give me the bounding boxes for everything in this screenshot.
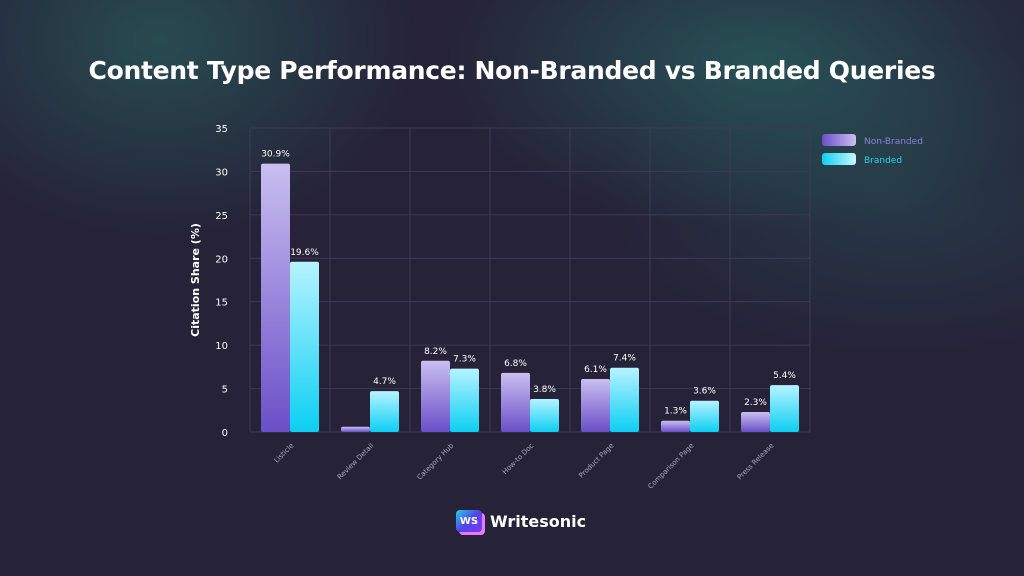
data-label: 19.6% bbox=[290, 248, 319, 258]
bar-non-branded bbox=[581, 379, 610, 432]
y-tick-label: 30 bbox=[215, 167, 228, 178]
bar-branded bbox=[290, 261, 319, 432]
x-tick-label: Category Hub bbox=[416, 441, 456, 481]
legend: Non-Branded Branded bbox=[822, 134, 923, 166]
bar-branded bbox=[530, 398, 559, 432]
bar-branded bbox=[770, 385, 799, 432]
data-label: 6.1% bbox=[584, 365, 607, 375]
writesonic-logo-icon: WS bbox=[456, 510, 482, 532]
x-tick-label: Review Detail bbox=[336, 442, 376, 482]
x-tick-label: Listicle bbox=[273, 442, 296, 465]
y-tick-label: 5 bbox=[222, 385, 228, 396]
y-tick-label: 15 bbox=[215, 298, 228, 309]
bar-non-branded bbox=[421, 360, 450, 432]
data-label: 5.4% bbox=[773, 371, 796, 381]
y-tick-label: 10 bbox=[215, 341, 228, 352]
x-tick-label: How-to Doc bbox=[501, 442, 535, 476]
y-tick-label: 25 bbox=[215, 211, 228, 222]
y-tick-label: 35 bbox=[215, 124, 228, 135]
data-label: 7.4% bbox=[613, 354, 636, 364]
x-tick-label: Product Page bbox=[577, 442, 615, 480]
data-label: 6.8% bbox=[504, 359, 527, 369]
bar-non-branded bbox=[341, 426, 370, 432]
bar-branded bbox=[690, 400, 719, 432]
legend-swatch bbox=[822, 153, 856, 165]
data-label: 30.9% bbox=[261, 150, 290, 160]
x-tick-label: Press Release bbox=[736, 442, 776, 482]
data-label: 7.3% bbox=[453, 355, 476, 365]
legend-label: Non-Branded bbox=[864, 137, 923, 147]
bar-non-branded bbox=[741, 412, 770, 432]
writesonic-logo: WS Writesonic bbox=[456, 510, 586, 532]
data-label: 8.2% bbox=[424, 347, 447, 357]
data-label: 2.3% bbox=[744, 398, 767, 408]
bar-branded bbox=[450, 368, 479, 432]
bar-non-branded bbox=[261, 163, 290, 432]
bar-non-branded bbox=[501, 372, 530, 432]
brand-name: Writesonic bbox=[490, 511, 587, 531]
y-axis-label: Citation Share (%) bbox=[189, 223, 202, 337]
bar-non-branded bbox=[661, 420, 690, 432]
data-label: 3.6% bbox=[693, 387, 716, 397]
chart-title: Content Type Performance: Non-Branded vs… bbox=[88, 56, 936, 85]
data-label: 4.7% bbox=[373, 377, 396, 387]
bar-branded bbox=[610, 367, 639, 432]
bar-branded bbox=[370, 391, 399, 432]
x-tick-label: Comparison Page bbox=[647, 442, 696, 491]
y-tick-label: 20 bbox=[215, 254, 228, 265]
data-label: 3.8% bbox=[533, 385, 556, 395]
data-label: 1.3% bbox=[664, 407, 687, 417]
legend-label: Branded bbox=[864, 156, 902, 166]
y-tick-label: 0 bbox=[222, 428, 228, 439]
legend-swatch bbox=[822, 134, 856, 146]
